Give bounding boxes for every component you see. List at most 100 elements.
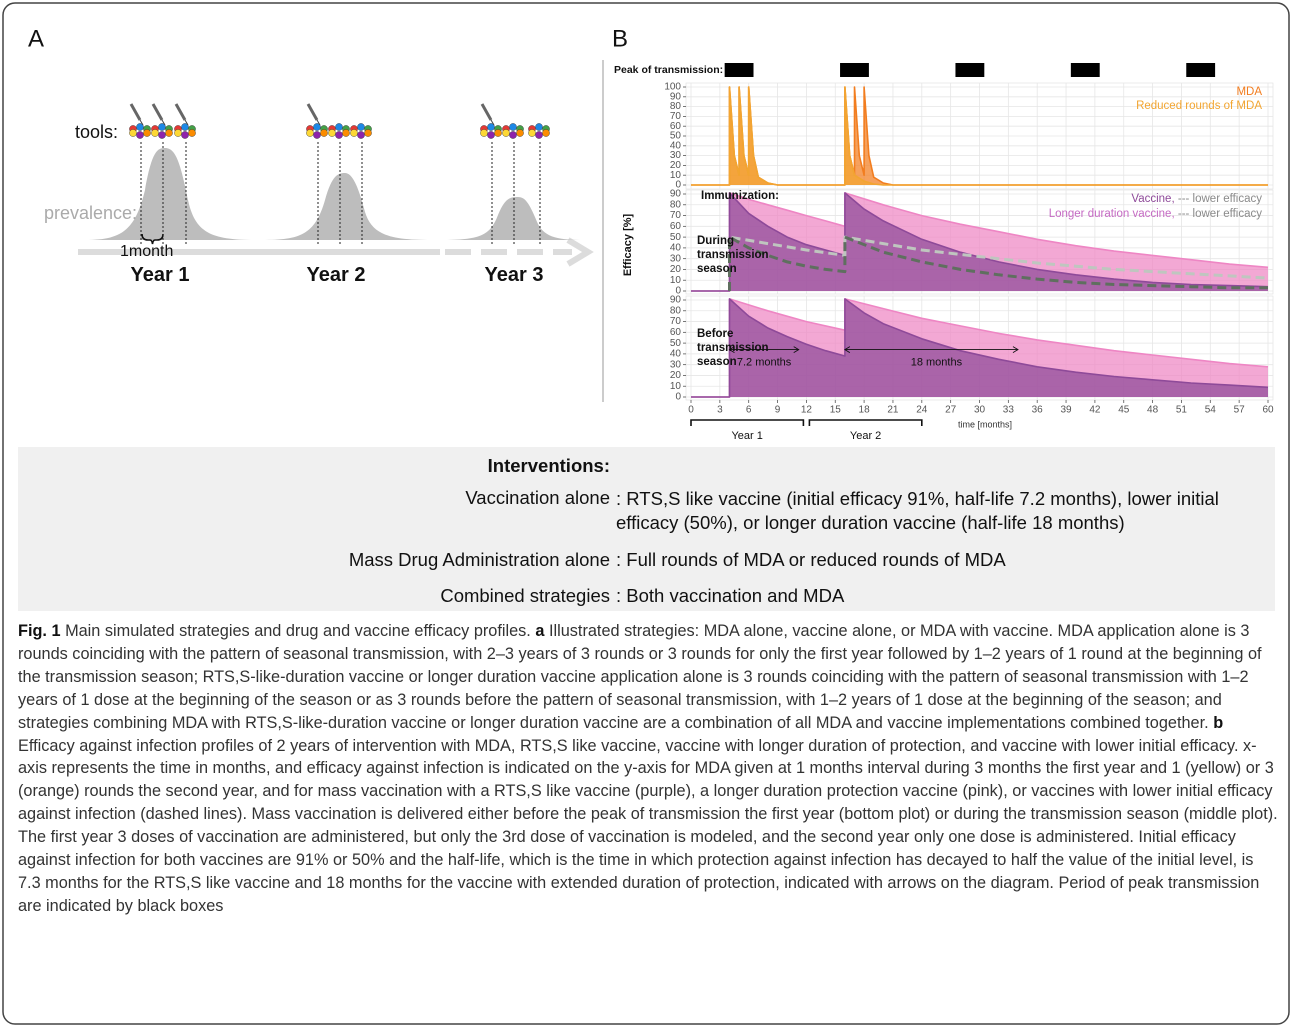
y-tick-label: 30 xyxy=(670,150,682,161)
y-tick-label: 40 xyxy=(670,243,682,254)
x-tick-label: 12 xyxy=(801,405,813,416)
prevalence-curve xyxy=(262,173,432,240)
peak-box xyxy=(1186,63,1216,77)
x-tick-label: 3 xyxy=(717,405,723,416)
y-tick-label: 0 xyxy=(675,180,681,191)
y-tick-label: 80 xyxy=(670,101,682,112)
peak-box xyxy=(1070,63,1100,77)
y-tick-label: 70 xyxy=(670,210,682,221)
arrow-head xyxy=(1012,346,1019,353)
panel-label: B xyxy=(612,25,628,52)
legend-entry: Reduced rounds of MDA xyxy=(1136,100,1262,112)
tool-icon xyxy=(487,123,495,131)
tool-icon xyxy=(328,129,336,137)
y-tick-label: 90 xyxy=(670,295,682,306)
caption-marker: b xyxy=(1213,713,1224,732)
tool-icon xyxy=(151,129,159,137)
prevalence-curve xyxy=(440,197,585,240)
x-tick-label: 54 xyxy=(1205,405,1217,416)
caption-label: Fig. 1 xyxy=(18,622,61,640)
line xyxy=(691,192,1269,292)
area xyxy=(691,192,1268,291)
y-tick-label: 70 xyxy=(670,111,682,122)
caption-text: Illustrated strategies: MDA alone, vacci… xyxy=(18,622,1262,732)
table-title: Interventions: xyxy=(487,455,610,476)
tool-icon xyxy=(357,123,365,131)
x-tick-label: 27 xyxy=(945,405,957,416)
caption-text: Efficacy against infection profiles of 2… xyxy=(18,736,1278,915)
tool-icon xyxy=(509,123,517,131)
prevalence-label: prevalence: xyxy=(44,203,137,223)
y-tick-label: 80 xyxy=(670,199,682,210)
tool-icon xyxy=(335,131,343,139)
caption-title: Main simulated strategies and drug and v… xyxy=(65,622,531,640)
x-tick-label: 15 xyxy=(830,405,842,416)
row-label: Vaccination alone xyxy=(465,487,610,508)
tool-icon xyxy=(342,129,350,137)
tool-icon xyxy=(129,129,137,137)
time-arrow xyxy=(566,237,594,267)
y-tick-label: 90 xyxy=(670,91,682,102)
panel-a: tools: prevalence: 1month xyxy=(44,103,594,267)
row-text: : RTS,S like vaccine (initial efficacy 9… xyxy=(616,488,1219,533)
syringe-needle xyxy=(316,119,321,126)
x-tick-label: 0 xyxy=(688,405,694,416)
x-tick-label: 42 xyxy=(1089,405,1101,416)
x-tick-label: 30 xyxy=(974,405,986,416)
legend-name: --- lower efficacy xyxy=(1178,193,1262,205)
syringe-icon xyxy=(174,103,187,121)
tool-icon xyxy=(535,131,543,139)
tool-icon xyxy=(158,123,166,131)
syringe-icon xyxy=(306,103,319,121)
legend-entry: Longer duration vaccine, --- lower effic… xyxy=(1049,208,1263,220)
tool-icon xyxy=(364,129,372,137)
line xyxy=(691,298,1269,398)
syringe-needle xyxy=(139,119,144,126)
tool-icon xyxy=(487,131,495,139)
tool-icon xyxy=(136,131,144,139)
year-label: Year 2 xyxy=(306,264,366,286)
tool-icon xyxy=(306,129,314,137)
x-tick-label: 45 xyxy=(1118,405,1130,416)
interval-brace xyxy=(141,233,164,245)
arrow-head xyxy=(843,346,851,353)
tools-label: tools: xyxy=(75,122,118,142)
y-tick-label: 60 xyxy=(670,121,682,132)
tool-icon xyxy=(516,129,524,137)
interval-label: 1month xyxy=(120,243,173,260)
tool-icon xyxy=(136,123,144,131)
line xyxy=(691,192,1269,292)
peak-box xyxy=(724,63,754,77)
x-tick-label: 18 xyxy=(859,405,871,416)
row-text: : Both vaccination and MDA xyxy=(616,585,845,606)
panel-label: A xyxy=(28,25,44,52)
y-tick-label: 50 xyxy=(670,131,682,142)
legend-name: Vaccine, xyxy=(1131,193,1174,205)
annotation: During transmission season xyxy=(697,235,769,275)
y-tick-label: 70 xyxy=(670,316,682,327)
x-tick-label: 51 xyxy=(1176,405,1188,416)
line xyxy=(728,235,1269,291)
y-tick-label: 40 xyxy=(670,349,682,360)
x-tick-label: 24 xyxy=(916,405,928,416)
x-tick-label: 6 xyxy=(746,405,752,416)
y-tick-label: 40 xyxy=(670,140,682,151)
caption: Fig. 1 Main simulated strategies and dru… xyxy=(18,620,1280,918)
row-label: Mass Drug Administration alone xyxy=(348,549,610,570)
syringe-icon xyxy=(151,103,164,121)
tool-icon xyxy=(313,131,321,139)
tool-icon xyxy=(350,129,358,137)
tool-icon xyxy=(528,129,536,137)
peak-box xyxy=(955,63,985,77)
prevalence-curve xyxy=(85,148,255,240)
y-tick-label: 50 xyxy=(670,338,682,349)
y-tick-label: 10 xyxy=(670,275,682,286)
arrow-label: 18 months xyxy=(911,356,963,368)
tool-icon xyxy=(188,129,196,137)
y-tick-label: 20 xyxy=(670,264,682,275)
x-tick-label: 39 xyxy=(1060,405,1072,416)
y-axis-label: Efficacy [%] xyxy=(622,213,634,276)
syringe-needle xyxy=(184,119,189,126)
